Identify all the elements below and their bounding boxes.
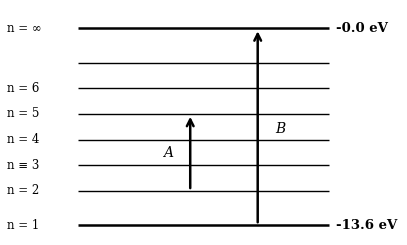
Text: n = 2: n = 2 bbox=[7, 184, 39, 197]
Text: n ≡ 3: n ≡ 3 bbox=[7, 159, 39, 172]
Text: -13.6 eV: -13.6 eV bbox=[337, 219, 398, 232]
Text: A: A bbox=[163, 146, 173, 160]
Text: n = 5: n = 5 bbox=[7, 108, 39, 121]
Text: n = 1: n = 1 bbox=[7, 219, 39, 232]
Text: n = 4: n = 4 bbox=[7, 133, 39, 146]
Text: n = ∞: n = ∞ bbox=[7, 22, 41, 35]
Text: n = 6: n = 6 bbox=[7, 82, 39, 95]
Text: -0.0 eV: -0.0 eV bbox=[337, 22, 388, 35]
Text: B: B bbox=[275, 122, 285, 136]
